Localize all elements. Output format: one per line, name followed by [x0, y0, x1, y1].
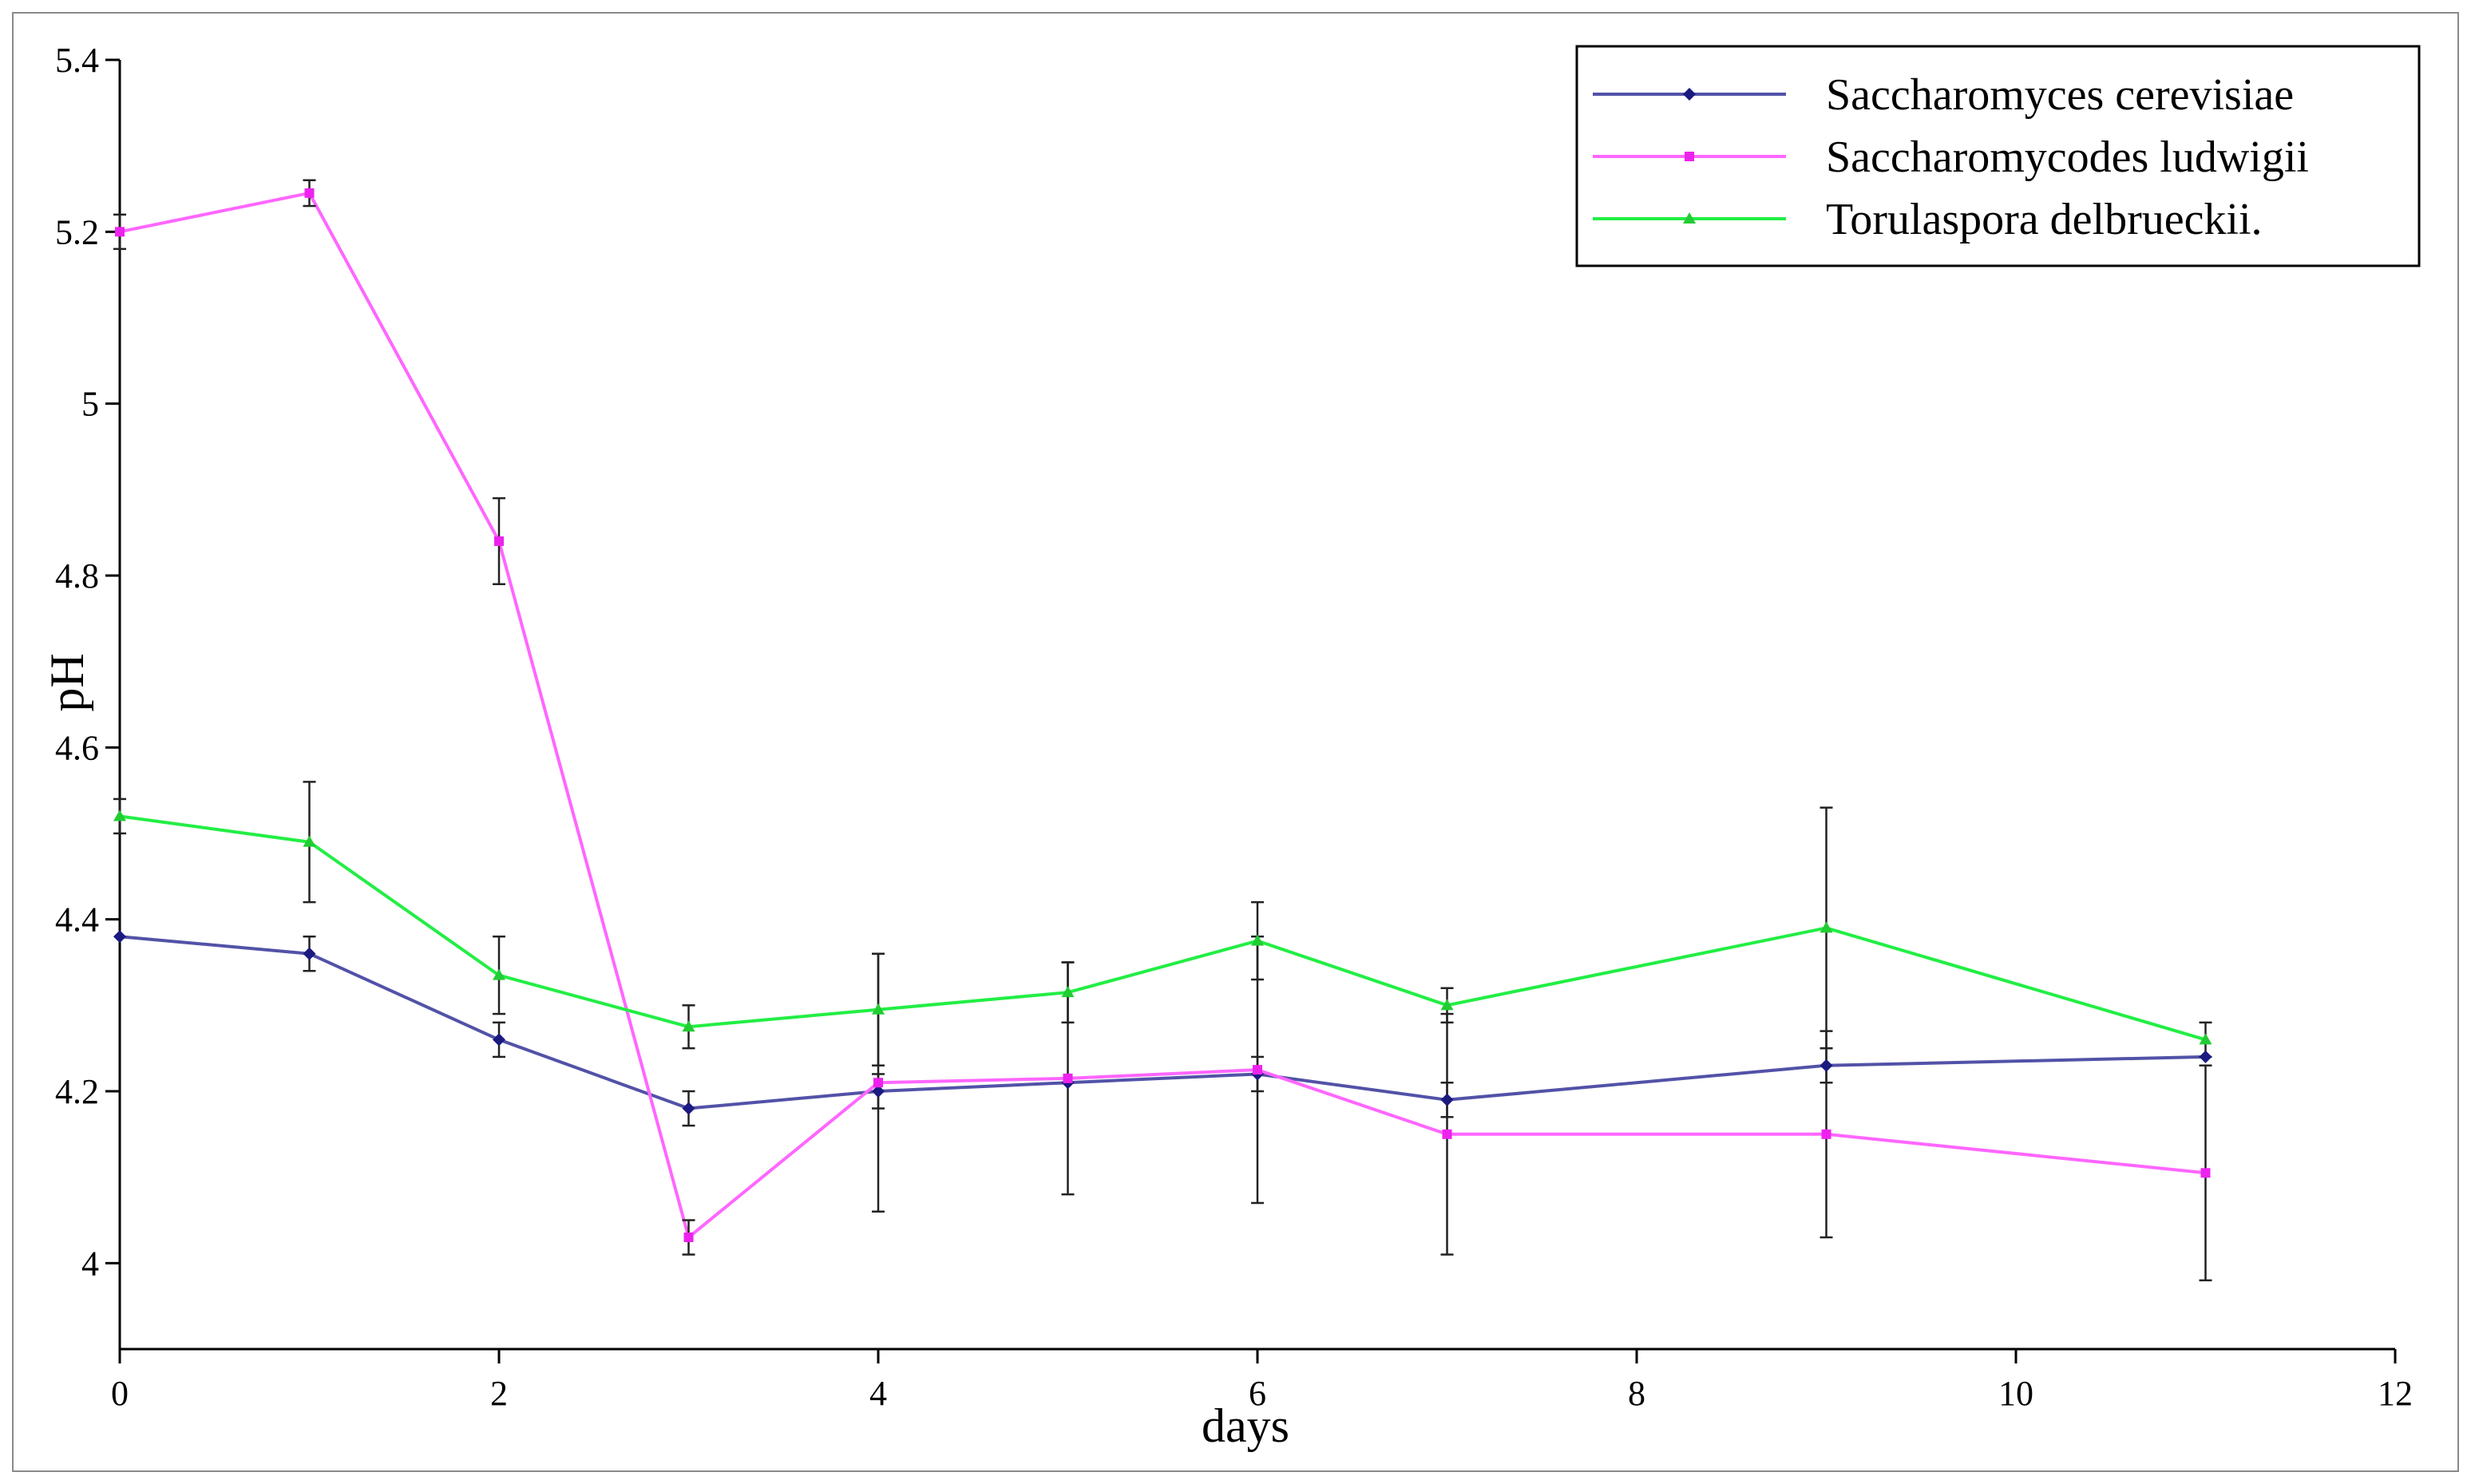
- data-point: [2200, 1168, 2211, 1178]
- legend-item-1: Saccharomyces cerevisiae: [1593, 70, 2294, 120]
- x-tick-label: 4: [869, 1374, 887, 1413]
- data-point: [1820, 1059, 1833, 1072]
- data-point: [113, 809, 126, 821]
- data-point: [872, 1003, 885, 1015]
- data-point: [1440, 999, 1454, 1011]
- x-tick-label: 8: [1628, 1374, 1645, 1413]
- x-tick-label: 6: [1249, 1374, 1266, 1413]
- data-point: [682, 1102, 695, 1115]
- data-point: [1253, 1065, 1262, 1075]
- y-tick-label: 5.2: [55, 212, 99, 251]
- x-tick-label: 2: [490, 1374, 508, 1413]
- y-axis-title: pH: [41, 653, 93, 711]
- legend-label: Torulaspora delbrueckii.: [1826, 195, 2263, 244]
- data-point: [1820, 921, 1833, 933]
- y-tick-label: 4.6: [55, 728, 99, 767]
- data-point: [493, 968, 505, 980]
- data-point: [1440, 1093, 1454, 1106]
- series-1: [119, 935, 2206, 1110]
- legend: Saccharomyces cerevisiae Saccharomycodes …: [1575, 45, 2421, 267]
- x-tick-label: 0: [111, 1374, 129, 1413]
- data-point: [683, 1233, 694, 1243]
- series-line: [119, 935, 2206, 1110]
- y-tick-label: 4.4: [55, 900, 99, 940]
- legend-label: Saccharomyces cerevisiae: [1826, 70, 2294, 120]
- markers-1: [113, 930, 2212, 1115]
- series-line: [119, 814, 2207, 1042]
- legend-swatch-marker: [1685, 152, 1694, 161]
- legend-swatch-marker: [1683, 88, 1696, 101]
- legend-label: Saccharomycodes ludwigii: [1826, 133, 2309, 182]
- data-point: [1061, 986, 1075, 998]
- y-tick-label: 4.2: [55, 1072, 99, 1111]
- y-tick-label: 4.8: [55, 556, 99, 596]
- series-line: [119, 191, 2206, 1241]
- data-point: [494, 536, 504, 546]
- data-point: [682, 1020, 695, 1032]
- markers-2: [115, 188, 2211, 1243]
- data-point: [1063, 1073, 1073, 1083]
- data-point: [2199, 1033, 2212, 1045]
- series-layer: [113, 179, 2212, 1282]
- data-point: [872, 1085, 885, 1098]
- data-point: [873, 1078, 883, 1088]
- error-bars-2: [113, 179, 2212, 1282]
- legend-swatch-marker: [1683, 212, 1696, 224]
- data-point: [303, 947, 316, 960]
- series-2: [119, 191, 2206, 1241]
- data-point: [303, 835, 316, 847]
- data-point: [493, 1033, 505, 1047]
- data-point: [113, 930, 126, 944]
- series-3: [119, 814, 2207, 1042]
- data-point: [1821, 1129, 1831, 1139]
- axes: 0 2 4 6 8 10 12 4 4.2 4.4 4.6 4.8 5 5.2 5.4: [55, 41, 2413, 1413]
- markers-3: [113, 809, 2212, 1045]
- data-point: [1251, 934, 1264, 946]
- y-tick-label: 5.4: [55, 41, 99, 80]
- x-tick-label: 10: [1998, 1374, 2033, 1413]
- legend-item-3: Torulaspora delbrueckii.: [1593, 195, 2263, 244]
- y-tick-label: 5: [81, 385, 99, 424]
- data-point: [115, 227, 125, 237]
- x-tick-label: 12: [2378, 1374, 2413, 1413]
- y-tick-label: 4: [81, 1244, 99, 1283]
- data-point: [1442, 1129, 1452, 1139]
- data-point: [2199, 1050, 2212, 1063]
- legend-item-2: Saccharomycodes ludwigii: [1593, 133, 2309, 182]
- x-axis-title: days: [1202, 1399, 1289, 1452]
- data-point: [304, 188, 315, 198]
